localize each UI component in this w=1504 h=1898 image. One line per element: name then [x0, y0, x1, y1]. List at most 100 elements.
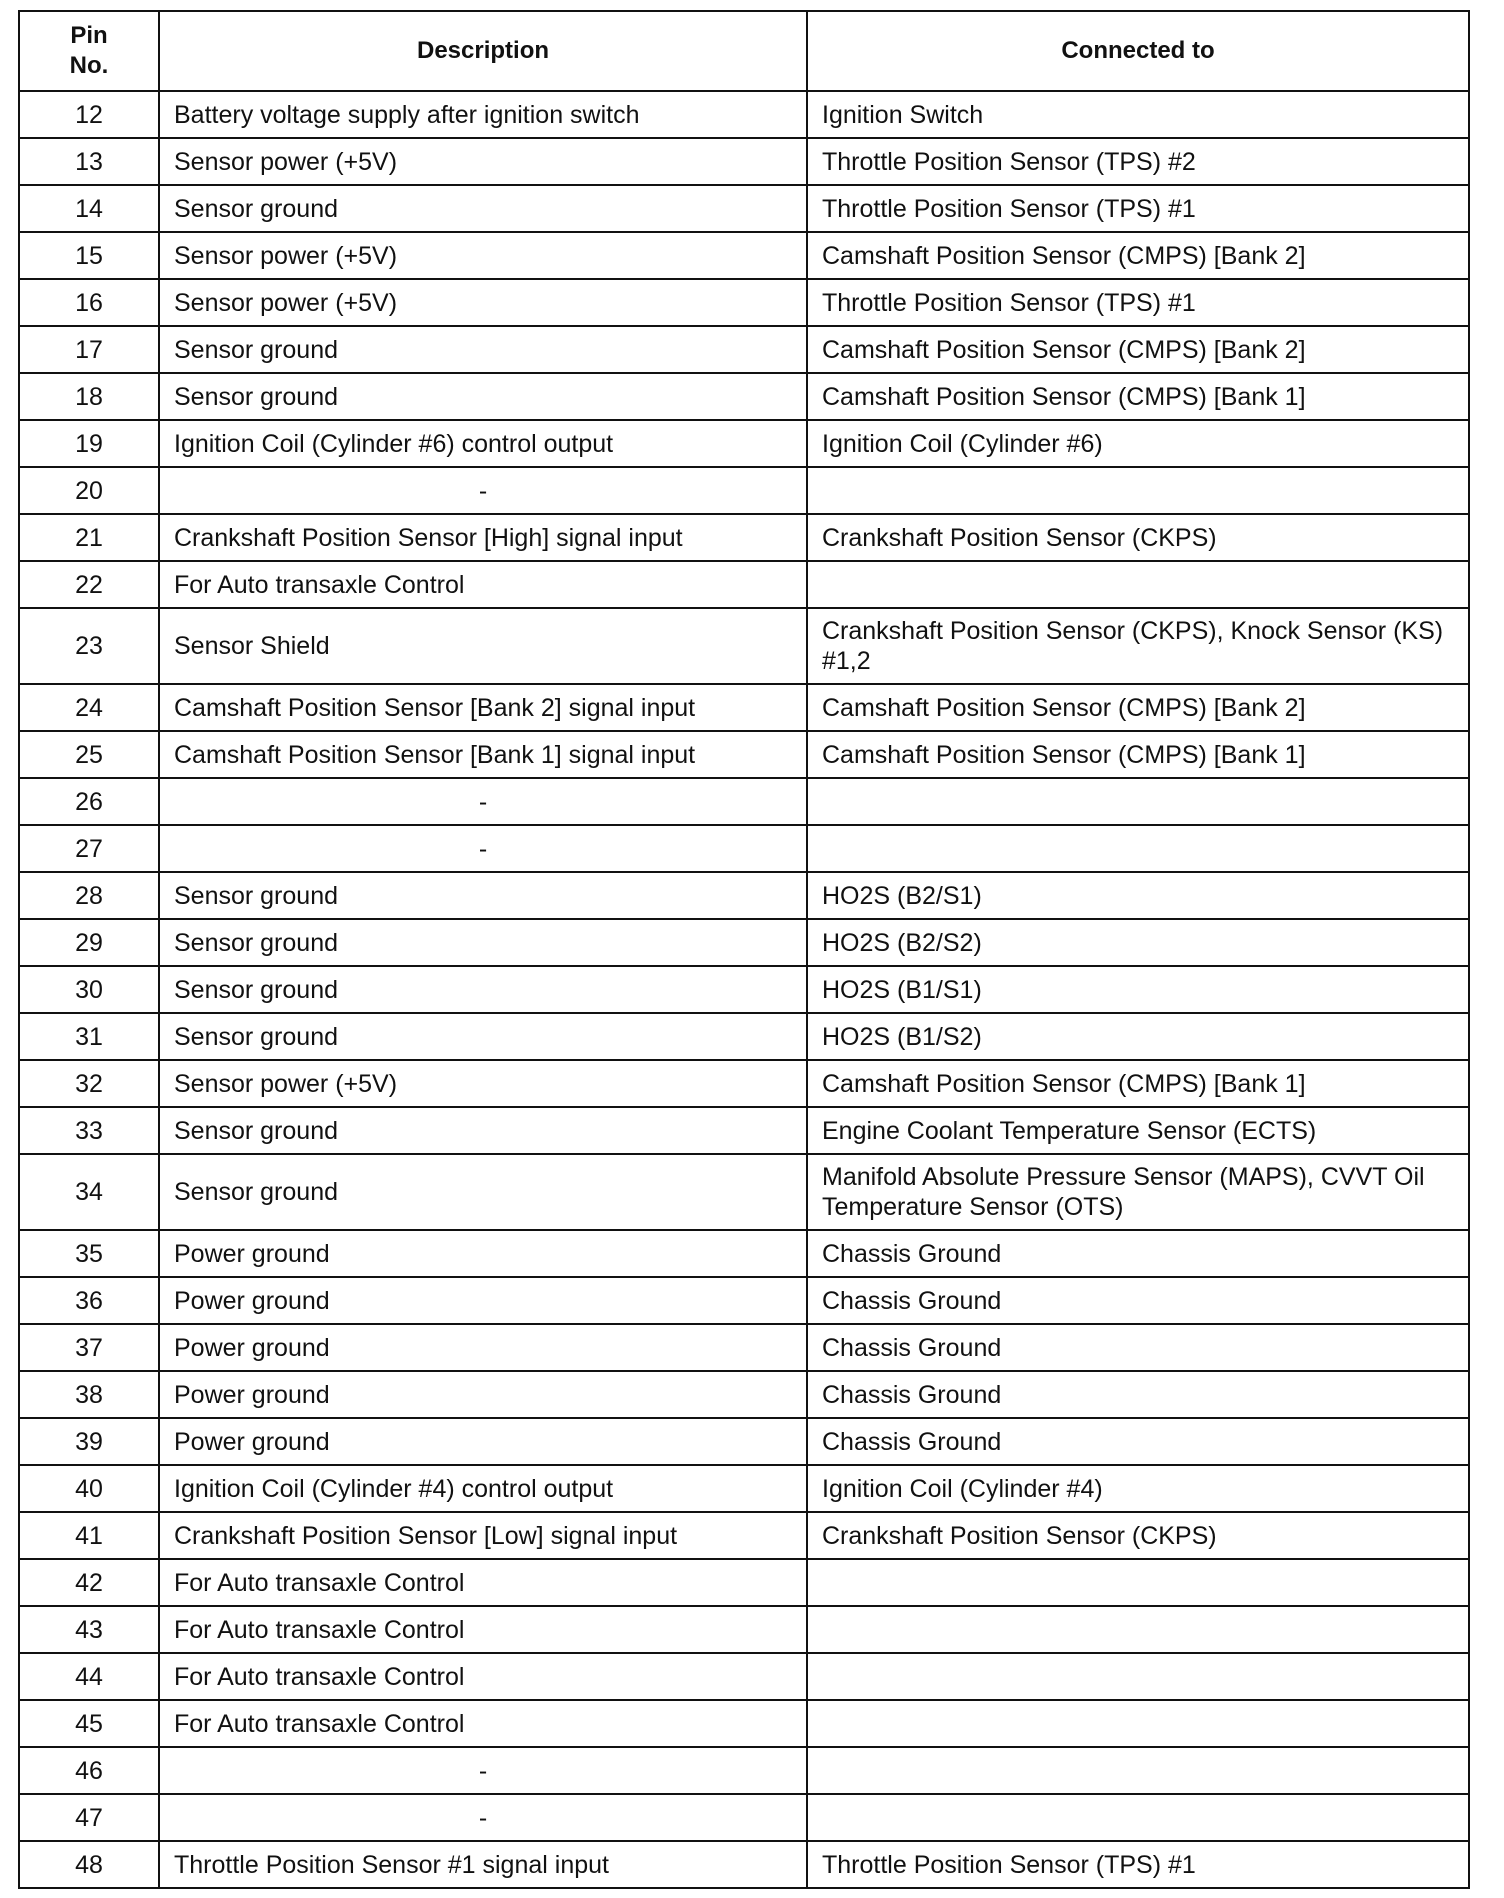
- pin-cell: 28: [18, 871, 160, 920]
- table-row: 32 Sensor power (+5V) Camshaft Position Se…: [18, 1059, 1470, 1108]
- description-cell: -: [158, 466, 808, 515]
- description-cell: Sensor ground: [158, 184, 808, 233]
- table-row: 16 Sensor power (+5V) Throttle Position Se…: [18, 278, 1470, 327]
- connected-cell: [806, 466, 1470, 515]
- table-row: 44 For Auto transaxle Control: [18, 1652, 1470, 1701]
- connected-cell: Ignition Coil (Cylinder #4): [806, 1464, 1470, 1513]
- description-cell: -: [158, 1746, 808, 1795]
- table-row: 40 Ignition Coil (Cylinder #4) control ou…: [18, 1464, 1470, 1513]
- connected-cell: Camshaft Position Sensor (CMPS) [Bank 1]: [806, 372, 1470, 421]
- table-row: 28 Sensor ground HO2S (B2/S1): [18, 871, 1470, 920]
- connected-cell: Camshaft Position Sensor (CMPS) [Bank 2]: [806, 683, 1470, 732]
- description-cell: Sensor ground: [158, 1106, 808, 1155]
- description-cell: Sensor power (+5V): [158, 231, 808, 280]
- connected-cell: Crankshaft Position Sensor (CKPS): [806, 513, 1470, 562]
- description-cell: For Auto transaxle Control: [158, 1558, 808, 1607]
- pin-cell: 21: [18, 513, 160, 562]
- table-row: 30 Sensor ground HO2S (B1/S1): [18, 965, 1470, 1014]
- description-cell: Sensor Shield: [158, 607, 808, 685]
- table-row: 25 Camshaft Position Sensor [Bank 1] sign…: [18, 730, 1470, 779]
- connected-cell: Camshaft Position Sensor (CMPS) [Bank 2]: [806, 231, 1470, 280]
- connected-cell: Throttle Position Sensor (TPS) #1: [806, 278, 1470, 327]
- pin-cell: 45: [18, 1699, 160, 1748]
- description-cell: Power ground: [158, 1417, 808, 1466]
- connected-cell: [806, 1699, 1470, 1748]
- pin-cell: 22: [18, 560, 160, 609]
- description-cell: For Auto transaxle Control: [158, 1605, 808, 1654]
- pin-cell: 25: [18, 730, 160, 779]
- pin-cell: 16: [18, 278, 160, 327]
- table-row: 33 Sensor ground Engine Coolant Temperatur…: [18, 1106, 1470, 1155]
- pin-cell: 46: [18, 1746, 160, 1795]
- connected-cell: Throttle Position Sensor (TPS) #2: [806, 137, 1470, 186]
- connected-cell: [806, 1605, 1470, 1654]
- pin-cell: 31: [18, 1012, 160, 1061]
- connected-cell: Chassis Ground: [806, 1370, 1470, 1419]
- table-row: 19 Ignition Coil (Cylinder #6) control ou…: [18, 419, 1470, 468]
- connected-cell: [806, 1793, 1470, 1842]
- table-row: 26-: [18, 777, 1470, 826]
- table-row: 18 Sensor ground Camshaft Position Sensor …: [18, 372, 1470, 421]
- connected-cell: Ignition Switch: [806, 90, 1470, 139]
- connected-cell: Crankshaft Position Sensor (CKPS): [806, 1511, 1470, 1560]
- pin-cell: 18: [18, 372, 160, 421]
- pin-cell: 39: [18, 1417, 160, 1466]
- description-cell: Sensor ground: [158, 965, 808, 1014]
- description-cell: Sensor ground: [158, 918, 808, 967]
- table-row: 14 Sensor ground Throttle Position Sensor …: [18, 184, 1470, 233]
- pin-cell: 14: [18, 184, 160, 233]
- description-cell: Power ground: [158, 1276, 808, 1325]
- description-cell: Ignition Coil (Cylinder #4) control outp…: [158, 1464, 808, 1513]
- pin-cell: 26: [18, 777, 160, 826]
- connected-cell: Throttle Position Sensor (TPS) #1: [806, 1840, 1470, 1889]
- connected-cell: [806, 560, 1470, 609]
- table-row: 29 Sensor ground HO2S (B2/S2): [18, 918, 1470, 967]
- pin-cell: 35: [18, 1229, 160, 1278]
- connected-cell: Manifold Absolute Pressure Sensor (MAPS)…: [806, 1153, 1470, 1231]
- pin-cell: 27: [18, 824, 160, 873]
- table-row: 45 For Auto transaxle Control: [18, 1699, 1470, 1748]
- pin-cell: 30: [18, 965, 160, 1014]
- description-cell: -: [158, 1793, 808, 1842]
- pin-cell: 48: [18, 1840, 160, 1889]
- pin-cell: 40: [18, 1464, 160, 1513]
- description-cell: Sensor ground: [158, 871, 808, 920]
- table-row: 37 Power ground Chassis Ground: [18, 1323, 1470, 1372]
- header-description: Description: [158, 10, 808, 92]
- connected-cell: Chassis Ground: [806, 1323, 1470, 1372]
- pin-cell: 15: [18, 231, 160, 280]
- description-cell: -: [158, 824, 808, 873]
- pin-cell: 24: [18, 683, 160, 732]
- table-row: 38 Power ground Chassis Ground: [18, 1370, 1470, 1419]
- connected-cell: Camshaft Position Sensor (CMPS) [Bank 1]: [806, 730, 1470, 779]
- pin-cell: 32: [18, 1059, 160, 1108]
- table-row: 24 Camshaft Position Sensor [Bank 2] sign…: [18, 683, 1470, 732]
- connected-cell: HO2S (B2/S2): [806, 918, 1470, 967]
- description-cell: Camshaft Position Sensor [Bank 1] signal…: [158, 730, 808, 779]
- table-row: 47-: [18, 1793, 1470, 1842]
- table-row: 48 Throttle Position Sensor #1 signal inp…: [18, 1840, 1470, 1889]
- connected-cell: Chassis Ground: [806, 1229, 1470, 1278]
- connected-cell: Throttle Position Sensor (TPS) #1: [806, 184, 1470, 233]
- connected-cell: HO2S (B1/S2): [806, 1012, 1470, 1061]
- connected-cell: [806, 1558, 1470, 1607]
- table-row: 17 Sensor ground Camshaft Position Sensor …: [18, 325, 1470, 374]
- pin-cell: 23: [18, 607, 160, 685]
- connected-cell: [806, 1746, 1470, 1795]
- table-row: 46-: [18, 1746, 1470, 1795]
- table-row: 41 Crankshaft Position Sensor [Low] signa…: [18, 1511, 1470, 1560]
- connected-cell: Ignition Coil (Cylinder #6): [806, 419, 1470, 468]
- table-row: 42 For Auto transaxle Control: [18, 1558, 1470, 1607]
- description-cell: For Auto transaxle Control: [158, 1699, 808, 1748]
- pin-cell: 29: [18, 918, 160, 967]
- pin-cell: 43: [18, 1605, 160, 1654]
- connected-cell: [806, 824, 1470, 873]
- description-cell: Camshaft Position Sensor [Bank 2] signal…: [158, 683, 808, 732]
- description-cell: -: [158, 777, 808, 826]
- connected-cell: Camshaft Position Sensor (CMPS) [Bank 2]: [806, 325, 1470, 374]
- table-row: 27-: [18, 824, 1470, 873]
- table-row: 23 Sensor Shield Crankshaft Position Senso…: [18, 607, 1470, 685]
- pin-cell: 19: [18, 419, 160, 468]
- description-cell: Crankshaft Position Sensor [High] signal…: [158, 513, 808, 562]
- pin-cell: 34: [18, 1153, 160, 1231]
